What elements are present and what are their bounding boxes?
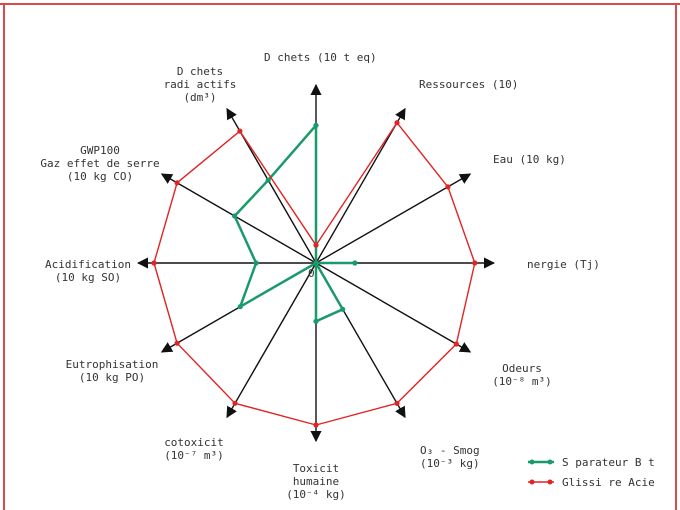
legend-marker-series-2-b [547,479,553,485]
axis-label-dechets-radioactifs: D chets radi actifs (dm³) [164,65,237,104]
series-1-point-gwp100 [232,213,238,219]
legend-item-series-2: Glissi re Acie [528,476,655,489]
axis-label-ecotoxicite: cotoxicit (10⁻⁷ m³) [164,436,224,462]
legend-label-series-1: S parateur B t [562,456,655,469]
axis-label-dechets-radioactifs-line-1: D chets [177,65,223,78]
series-1-point-eutrophisation [237,304,243,310]
legend: S parateur B t Glissi re Acie [528,456,655,489]
series-1-point-dechets-radioactifs [265,177,271,183]
series-layer [151,120,478,428]
axis-label-acidification-line-1: Acidification [45,258,131,271]
axis-eau [315,173,472,264]
series-2-point-gwp100 [174,180,180,186]
axis-ecotoxicite [226,262,317,419]
axis-label-eutrophisation: Eutrophisation (10 kg PO) [66,358,159,384]
axis-label-energie-line-1: nergie (Tj) [527,258,600,271]
series-1-point-toxicite-humaine [313,318,319,324]
axis-label-o3-smog-line-1: O₃ - Smog [420,444,480,457]
axis-label-eutrophisation-line-1: Eutrophisation [66,358,159,371]
legend-label-series-2: Glissi re Acie [562,476,655,489]
axis-label-dechets-line-1: D chets (10 t eq) [264,51,377,64]
axis-label-ressources: Ressources (10) [419,78,518,91]
axis-label-gwp100-line-3: (10 kg CO) [67,170,133,183]
axis-label-toxicite-humaine-line-1: Toxicit [293,462,339,475]
series-1-point-odeurs [313,260,319,266]
legend-marker-series-1-b [547,459,553,465]
axis-label-toxicite-humaine-line-2: humaine [293,475,339,488]
axis-odeurs [315,262,472,353]
series-1-point-dechets [313,122,319,128]
axis-ressources [315,107,406,264]
center-label: 0 [308,267,315,280]
legend-item-series-1: S parateur B t [528,456,655,469]
axis-label-energie: nergie (Tj) [527,258,600,271]
axis-label-dechets-radioactifs-line-3: (dm³) [183,91,216,104]
series-2-point-energie [472,260,478,266]
axis-label-dechets: D chets (10 t eq) [264,51,377,64]
axis-label-toxicite-humaine-line-3: (10⁻⁴ kg) [286,488,346,501]
axis-label-o3-smog-line-2: (10⁻³ kg) [420,457,480,470]
axis-label-acidification: Acidification (10 kg SO) [45,258,131,284]
series-1-point-o3-smog [340,306,346,312]
series-2-point-toxicite-humaine [313,422,319,428]
series-1-outline [233,124,357,323]
axis-label-eau: Eau (10 kg) [493,153,566,166]
series-2-point-eau [445,184,451,190]
axis-label-eau-line-1: Eau (10 kg) [493,153,566,166]
series-1-point-acidification [253,260,259,266]
axis-label-ressources-line-1: Ressources (10) [419,78,518,91]
series-2-point-odeurs [453,341,459,347]
axis-label-ecotoxicite-line-2: (10⁻⁷ m³) [164,449,224,462]
axis-label-gwp100-line-2: Gaz effet de serre [40,157,159,170]
axis-label-eutrophisation-line-2: (10 kg PO) [79,371,145,384]
legend-marker-series-2-a [529,479,535,485]
axis-gwp100 [160,173,317,264]
series-2-point-dechets [313,242,319,248]
axis-label-ecotoxicite-line-1: cotoxicit [164,436,224,449]
series-2-point-ressources [394,120,400,126]
axis-label-dechets-radioactifs-line-2: radi actifs [164,78,237,91]
axis-label-o3-smog: O₃ - Smog (10⁻³ kg) [420,444,480,470]
axis-label-gwp100: GWP100 Gaz effet de serre (10 kg CO) [40,144,159,183]
series-1-point-energie [352,260,358,266]
series-2-point-acidification [151,260,157,266]
series-2-point-dechets-radioactifs [237,128,243,134]
series-2-point-eutrophisation [174,340,180,346]
axis-label-odeurs: Odeurs (10⁻⁸ m³) [492,362,552,388]
series-2-point-ecotoxicite [232,400,238,406]
axis-label-odeurs-line-2: (10⁻⁸ m³) [492,375,552,388]
axis-label-odeurs-line-1: Odeurs [502,362,542,375]
series-2-point-o3-smog [394,400,400,406]
axis-label-acidification-line-2: (10 kg SO) [55,271,121,284]
labels-layer: nergie (Tj) Eau (10 kg) Ressources (10) D c… [40,51,599,501]
legend-marker-series-1-a [529,459,535,465]
axis-label-gwp100-line-1: GWP100 [80,144,120,157]
axis-label-toxicite-humaine: Toxicit humaine (10⁻⁴ kg) [286,462,346,501]
